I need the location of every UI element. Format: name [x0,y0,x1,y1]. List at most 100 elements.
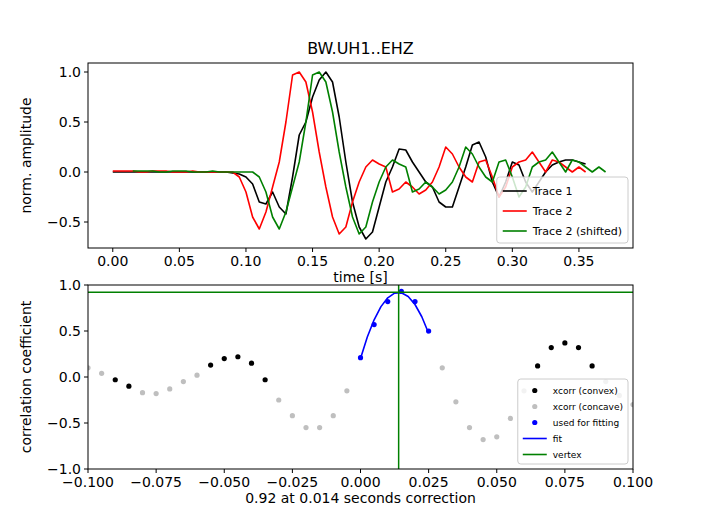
y-tick-label: 0.0 [59,164,81,180]
legend-box [518,379,628,464]
frame [88,285,633,469]
x-tick [445,248,446,252]
legend-line [503,210,527,212]
y-tick [84,285,88,286]
point [590,363,595,368]
point [467,425,472,430]
point [194,373,199,378]
y-tick-label: 0.5 [59,323,81,339]
point [562,340,567,345]
legend-marker [532,404,537,409]
x-tick [633,469,634,473]
x-tick [156,469,157,473]
point [181,379,186,384]
x-tick [564,469,565,473]
x-tick [379,248,380,252]
x-tick [245,248,246,252]
x-tick [512,248,513,252]
point [235,354,240,359]
x-label: time [s] [333,269,387,285]
y-tick-label: 1.0 [59,64,81,80]
x-tick-label: −0.050 [198,474,250,490]
y-tick-label: 0.0 [59,369,81,385]
point [154,391,159,396]
x-tick-label: 0.000 [340,474,380,490]
point [290,413,295,418]
legend-label: xcorr (concave) [553,402,623,412]
point [331,413,336,418]
point [494,434,499,439]
legend-label: Trace 1 [532,185,573,198]
x-tick-label: 0.25 [430,253,461,269]
y-tick [84,377,88,378]
x-tick-label: 0.35 [563,253,594,269]
x-tick-label: −0.025 [266,474,318,490]
legend-box [497,177,628,243]
point [113,377,118,382]
y-label: correlation coefficient [18,300,34,453]
point [99,371,104,376]
x-tick-label: 0.075 [545,474,585,490]
legend: xcorr (convex)xcorr (concave)used for fi… [518,379,628,464]
y-tick-label: 0.5 [59,114,81,130]
x-tick-label: 0.05 [164,253,195,269]
x-tick-label: 0.025 [409,474,449,490]
x-tick-label: 0.30 [497,253,528,269]
line [361,293,429,359]
x-tick-label: 0.15 [297,253,328,269]
x-tick [179,248,180,252]
point [249,361,254,366]
y-tick [84,122,88,123]
x-tick-label: 0.10 [230,253,261,269]
legend-line [523,454,547,456]
x-tick-label: −0.075 [130,474,182,490]
point [576,345,581,350]
y-tick-label: −0.5 [47,214,81,230]
point [276,397,281,402]
y-tick [84,172,88,173]
vertex-vline [398,285,400,469]
point [440,365,445,370]
legend-marker [532,388,537,393]
figure: 0.000.050.100.150.200.250.300.35−0.50.00… [0,0,704,528]
legend-marker [532,420,537,425]
x-tick [292,469,293,473]
point [453,399,458,404]
x-tick-label: 0.100 [613,474,653,490]
line [133,72,606,234]
x-tick [578,248,579,252]
x-tick-label: 0.20 [364,253,395,269]
legend: Trace 1Trace 2Trace 2 (shifted) [497,177,628,243]
y-tick [84,222,88,223]
plot-area [88,285,633,469]
point [344,388,349,393]
plot-marks [88,285,633,469]
x-tick [360,469,361,473]
point [549,345,554,350]
legend-line [503,230,527,232]
point [535,363,540,368]
legend-label: vertex [553,450,582,460]
y-tick-label: −0.5 [47,415,81,431]
y-tick [84,72,88,73]
x-tick-label: 0.050 [477,474,517,490]
point [126,384,131,389]
x-tick [312,248,313,252]
legend-label: fit [553,434,563,444]
x-tick [88,469,89,473]
x-tick-label: 0.00 [97,253,128,269]
legend-label: Trace 2 (shifted) [532,225,622,238]
title: BW.UH1..EHZ [307,39,414,58]
x-tick [112,248,113,252]
background [0,0,704,528]
y-tick [84,469,88,470]
y-tick-label: 1.0 [59,277,81,293]
point [222,356,227,361]
y-tick [84,331,88,332]
legend-line [523,438,547,440]
legend-label: xcorr (convex) [553,386,618,396]
point [167,386,172,391]
point [263,377,268,382]
point [317,425,322,430]
y-tick [84,423,88,424]
